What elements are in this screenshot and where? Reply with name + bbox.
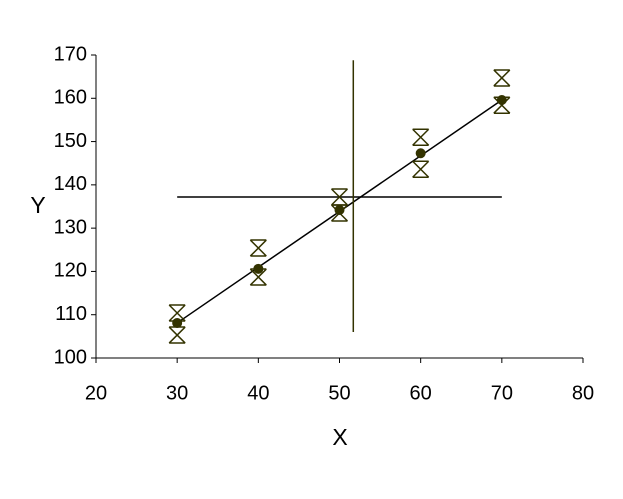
point bbox=[168, 304, 186, 322]
x-tick-label: 50 bbox=[328, 382, 350, 404]
y-axis-label: Y bbox=[30, 192, 45, 218]
y-tick-label: 120 bbox=[54, 260, 87, 282]
point bbox=[168, 326, 186, 344]
point bbox=[496, 95, 507, 106]
x-tick-label: 60 bbox=[410, 382, 432, 404]
y-tick-label: 170 bbox=[54, 43, 87, 65]
x-tick-label: 30 bbox=[166, 382, 188, 404]
point bbox=[415, 148, 426, 159]
x-axis-label: X bbox=[332, 424, 347, 450]
point bbox=[249, 239, 267, 257]
x-tick-label: 40 bbox=[247, 382, 269, 404]
point bbox=[172, 317, 183, 328]
point bbox=[334, 204, 345, 215]
x-tick-label: 70 bbox=[491, 382, 513, 404]
point bbox=[330, 188, 349, 206]
y-tick-label: 100 bbox=[54, 346, 87, 368]
x-tick-label: 20 bbox=[85, 382, 107, 404]
x-tick-label: 80 bbox=[572, 382, 594, 404]
y-tick-label: 160 bbox=[54, 87, 87, 109]
point bbox=[493, 96, 511, 114]
y-tick-label: 140 bbox=[54, 173, 87, 195]
y-tick-label: 110 bbox=[55, 303, 87, 325]
point bbox=[412, 128, 430, 146]
point bbox=[249, 268, 267, 286]
y-tick-label: 150 bbox=[54, 130, 87, 152]
point bbox=[493, 69, 511, 87]
point bbox=[412, 160, 430, 179]
point bbox=[253, 263, 264, 274]
y-tick-label: 130 bbox=[54, 216, 87, 238]
